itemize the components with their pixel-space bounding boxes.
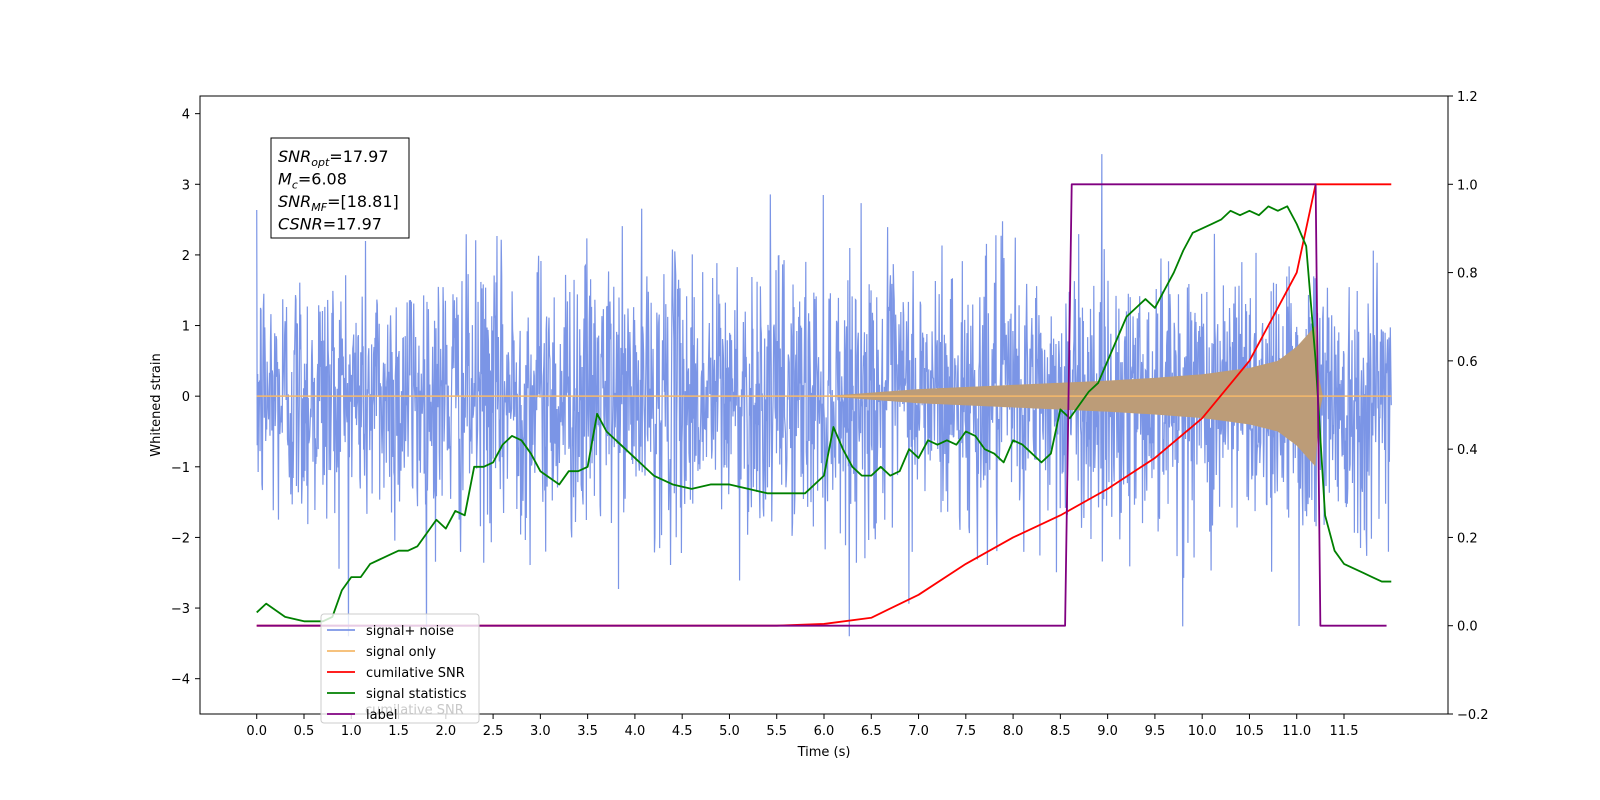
legend: cumilative SNR signal+ noise signal only c… [320,613,480,724]
y2-tick-label: 1.0 [1457,178,1478,193]
legend-label: signal+ noise [366,624,454,639]
y-tick-label: 0 [182,390,190,405]
legend-frame [320,613,480,724]
y2-tick-label: 0.8 [1457,267,1478,282]
y-tick-label: −3 [171,602,190,617]
info-box-frame [270,137,410,239]
legend-label: label [366,708,397,723]
x-tick-label: 2.0 [435,724,456,739]
x-tick-label: 10.0 [1188,724,1217,739]
x-tick-label: 7.0 [908,724,929,739]
x-tick-label: 9.5 [1145,724,1166,739]
x-tick-label: 0.0 [246,724,267,739]
x-tick-label: 8.5 [1050,724,1071,739]
x-tick-label: 5.0 [719,724,740,739]
x-tick-label: 4.0 [625,724,646,739]
x-tick-label: 1.0 [341,724,362,739]
info-line: SNRopt=17.97 [278,147,389,169]
y-axis-title: Whitened strain [149,353,164,456]
legend-label: signal only [366,645,436,660]
legend-label: signal statistics [366,687,467,702]
x-tick-label: 0.5 [294,724,315,739]
x-tick-label: 4.5 [672,724,693,739]
x-tick-label: 8.0 [1003,724,1024,739]
x-tick-label: 2.5 [483,724,504,739]
info-line: CSNR=17.97 [278,215,382,234]
x-tick-label: 6.0 [814,724,835,739]
y-tick-label: −4 [171,673,190,688]
x-axis: 0.0 0.5 1.0 1.5 2.0 2.5 3.0 3.5 4.0 4.5 5.0 5.5 6.0 6… [246,714,1358,739]
x-tick-label: 7.5 [955,724,976,739]
x-tick-label: 1.5 [388,724,409,739]
y-tick-label: 4 [182,108,190,123]
info-line: SNRMF=[18.81] [278,192,399,214]
y2-tick-label: 0.2 [1457,531,1478,546]
x-tick-label: 10.5 [1235,724,1264,739]
y-tick-label: 2 [182,249,190,264]
y2-tick-label: 0.0 [1457,620,1478,635]
y2-tick-label: 0.6 [1457,355,1478,370]
plot-area [256,154,1392,637]
legend-label: cumilative SNR [366,666,465,681]
x-tick-label: 9.0 [1097,724,1118,739]
x-tick-label: 3.5 [577,724,598,739]
x-tick-label: 5.5 [766,724,787,739]
series-cumilative-snr [256,183,1392,627]
y-tick-label: −2 [171,531,190,546]
x-tick-label: 11.5 [1330,724,1359,739]
info-box: SNRopt=17.97Mc=6.08SNRMF=[18.81]CSNR=17.… [270,137,410,239]
y2-tick-label: 0.4 [1457,443,1478,458]
info-line: Mc=6.08 [278,170,347,192]
x-tick-label: 11.0 [1282,724,1311,739]
series-label [256,183,1387,627]
series-signal-statistics [256,205,1392,623]
x-tick-label: 6.5 [861,724,882,739]
y-tick-label: −1 [171,461,190,476]
y-tick-label: 3 [182,178,190,193]
y2-tick-label: −0.2 [1457,708,1489,723]
y-axis-right: −0.2 0.0 0.2 0.4 0.6 0.8 1.0 1.2 [1448,90,1489,723]
y2-tick-label: 1.2 [1457,90,1478,105]
legend-overlapped-text: cumilative SNR [365,703,464,718]
x-tick-label: 3.0 [530,724,551,739]
y-axis-left: −4 −3 −2 −1 0 1 2 3 4 [171,108,200,688]
y-tick-label: 1 [182,320,190,335]
x-axis-title: Time (s) [797,745,851,760]
